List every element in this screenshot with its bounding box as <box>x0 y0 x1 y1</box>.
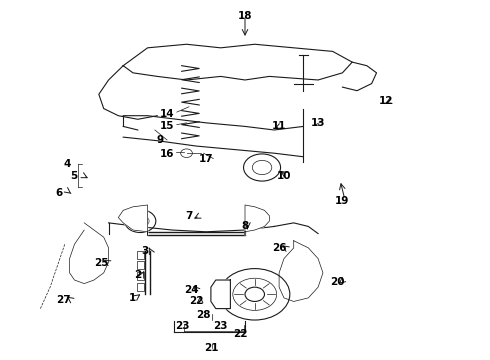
Bar <box>137 251 144 258</box>
Text: 17: 17 <box>199 154 213 163</box>
Text: 26: 26 <box>272 243 286 253</box>
Text: 4: 4 <box>64 159 71 169</box>
Text: 20: 20 <box>330 277 345 287</box>
Text: 7: 7 <box>185 211 193 221</box>
Text: 10: 10 <box>277 171 291 181</box>
Text: 18: 18 <box>238 11 252 21</box>
Text: 1: 1 <box>128 293 136 303</box>
Text: 12: 12 <box>379 96 393 107</box>
Text: 19: 19 <box>335 197 350 206</box>
Text: 23: 23 <box>213 321 228 332</box>
Polygon shape <box>118 205 147 235</box>
Text: 14: 14 <box>160 109 174 119</box>
Text: 11: 11 <box>272 121 286 131</box>
Bar <box>137 272 144 280</box>
Text: 15: 15 <box>160 121 174 131</box>
Text: 22: 22 <box>233 329 247 339</box>
Text: 21: 21 <box>204 343 218 353</box>
Text: 22: 22 <box>189 296 203 306</box>
Text: 16: 16 <box>160 149 174 159</box>
Text: 3: 3 <box>142 247 149 256</box>
Text: 25: 25 <box>94 258 108 268</box>
Text: 2: 2 <box>134 270 142 280</box>
Text: 5: 5 <box>70 171 77 181</box>
Text: 9: 9 <box>156 135 163 145</box>
Text: 27: 27 <box>56 295 71 305</box>
Text: 24: 24 <box>184 285 199 295</box>
Text: 28: 28 <box>196 310 211 320</box>
Text: 13: 13 <box>311 118 325 128</box>
Text: 23: 23 <box>175 321 190 332</box>
Text: 6: 6 <box>55 188 63 198</box>
Bar <box>137 261 144 269</box>
Polygon shape <box>245 205 270 235</box>
Polygon shape <box>211 280 230 309</box>
Bar <box>137 283 144 291</box>
Text: 8: 8 <box>242 221 248 231</box>
